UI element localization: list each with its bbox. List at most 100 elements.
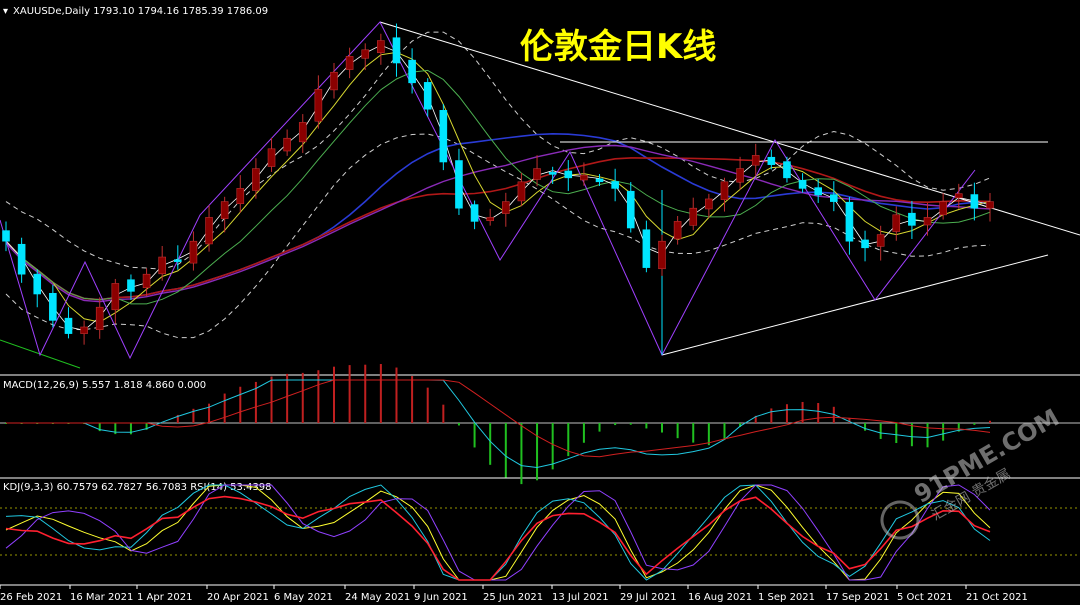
candle-bull (80, 326, 88, 334)
macd-bar-negative (879, 423, 882, 439)
candle-bear (783, 161, 791, 179)
candle-bull (377, 40, 385, 54)
macd-signal-line (6, 379, 991, 458)
candle-bull (314, 89, 323, 122)
candle-bull (923, 217, 932, 226)
candle-bull (876, 234, 885, 247)
candle-bull (330, 71, 338, 91)
x-axis-tick-label: 1 Apr 2021 (137, 592, 192, 603)
macd-bar-negative (598, 423, 601, 432)
candle-bear (174, 259, 182, 262)
macd-bar-positive (817, 403, 820, 423)
candle-bear (127, 279, 135, 292)
macd-bar-negative (114, 423, 117, 435)
candle-bull (142, 273, 151, 289)
symbol-ohlc-label: XAUUSDe,Daily 1793.10 1794.16 1785.39 17… (13, 6, 268, 17)
x-axis-tick-label: 26 Feb 2021 (0, 592, 62, 603)
macd-bar-positive (848, 417, 851, 423)
symbol-icon: ▾ (3, 6, 8, 17)
ma-red-line (5, 157, 991, 301)
candle-bull (533, 168, 541, 180)
candle-bear (798, 180, 807, 189)
ma-yellow-line (5, 51, 991, 323)
candle-bear (830, 194, 838, 202)
macd-label: MACD(12,26,9) 5.557 1.818 4.860 0.000 (3, 380, 206, 391)
candle-bull (673, 221, 682, 240)
macd-bar-positive (208, 403, 211, 423)
macd-bar-positive (770, 408, 773, 423)
macd-bar-negative (489, 423, 492, 465)
candle-bear (845, 201, 854, 242)
candle-bull (954, 193, 963, 199)
x-axis-tick-label: 25 Jun 2021 (483, 592, 543, 603)
candle-bear (17, 243, 26, 275)
candle-bear (408, 59, 416, 84)
candle-bear (814, 187, 822, 196)
macd-bar-positive (176, 414, 179, 423)
macd-bar-negative (504, 423, 507, 478)
candle-bull (298, 122, 307, 143)
kdj-k-line (5, 484, 991, 581)
kdj-j-line (5, 484, 991, 581)
ma-purple-line (5, 144, 991, 303)
candle-bull (158, 256, 166, 275)
x-axis-tick-label: 13 Jul 2021 (552, 592, 609, 603)
macd-bar-positive (286, 373, 289, 423)
macd-bar-positive (192, 408, 195, 423)
trendline-ascending (661, 254, 1049, 356)
moving-averages (5, 44, 991, 331)
x-axis-tick-label: 29 Jul 2021 (620, 592, 677, 603)
candle-bear (626, 190, 635, 229)
candle-bull (267, 148, 276, 167)
x-axis-tick-label: 21 Oct 2021 (966, 592, 1028, 603)
macd-bar-negative (661, 423, 663, 433)
ma-green-line (5, 69, 991, 305)
macd-bar-negative (457, 423, 460, 426)
candle-bear (595, 178, 604, 183)
candle-bear (564, 170, 573, 179)
candle-bear (33, 273, 42, 295)
macd-bar-negative (551, 423, 554, 470)
macd-bar-negative (98, 423, 101, 432)
candle-bear (642, 229, 651, 268)
x-axis-tick-label: 16 Mar 2021 (70, 592, 133, 603)
x-axis-tick-label: 24 May 2021 (345, 592, 410, 603)
candle-bull (189, 240, 198, 264)
candle-bull (751, 155, 760, 166)
candle-bull (705, 198, 713, 210)
kdj-d-line (5, 484, 991, 581)
x-axis-labels: 26 Feb 2021 16 Mar 2021 1 Apr 2021 20 Apr 2… (0, 585, 1028, 603)
macd-bar-positive (254, 381, 257, 423)
x-axis-tick-label: 17 Sep 2021 (826, 592, 889, 603)
macd-bar-negative (707, 423, 710, 446)
x-axis-tick-label: 20 Apr 2021 (207, 592, 269, 603)
candle-bear (439, 110, 448, 163)
macd-bar-negative (520, 423, 523, 485)
macd-bar-negative (614, 423, 617, 426)
candle-bull (252, 168, 260, 191)
macd-bar-positive (333, 366, 335, 423)
macd-bar-positive (442, 404, 445, 423)
macd-bar-positive (317, 370, 320, 423)
x-axis-tick-label: 9 Jun 2021 (414, 592, 468, 603)
macd-line (6, 379, 991, 469)
candle-bull (283, 137, 291, 152)
candle-bear (970, 194, 979, 209)
candle-bear (2, 230, 10, 242)
bollinger-upper (5, 31, 991, 270)
candle-bull (361, 49, 370, 59)
macd-bar-positive (395, 367, 398, 423)
candle-bear (423, 82, 432, 110)
candle-bull (736, 168, 744, 183)
candle-bull (502, 201, 510, 214)
macd-bar-negative (129, 423, 132, 435)
x-axis-tick-label: 16 Aug 2021 (688, 592, 752, 603)
candle-bear (49, 292, 57, 321)
candle-bear (908, 212, 916, 226)
candle-bear (470, 204, 479, 222)
macd-bar-negative (145, 423, 148, 430)
macd-bar-negative (864, 423, 867, 431)
macd-bar-negative (645, 423, 648, 429)
macd-bar-negative (473, 423, 476, 448)
